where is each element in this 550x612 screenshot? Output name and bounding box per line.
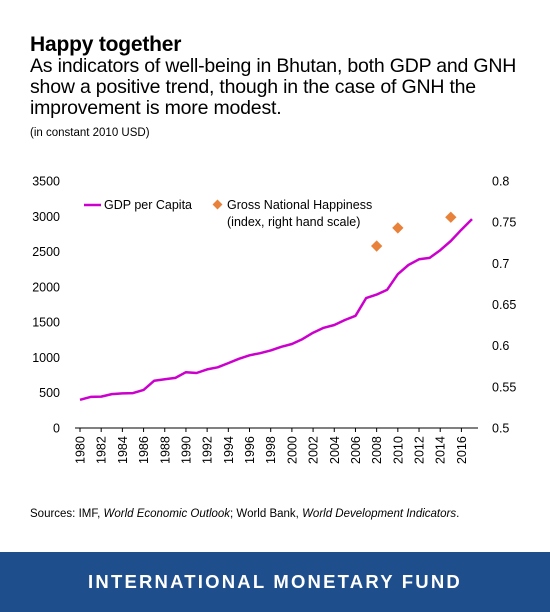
left-tick-label: 2000	[32, 280, 60, 294]
x-tick-label: 2002	[307, 436, 321, 464]
x-tick-label: 2004	[328, 436, 342, 464]
x-tick-label: 2008	[370, 436, 384, 464]
legend-gdp-label: GDP per Capita	[104, 198, 192, 212]
legend: GDP per Capita Gross National Happiness …	[84, 198, 372, 229]
left-axis: 0 500 1000 1500 2000 2500 3000 3500	[32, 175, 60, 436]
left-tick-label: 1500	[32, 316, 60, 330]
left-tick-label: 3500	[32, 175, 60, 189]
x-tick-label: 1992	[201, 436, 215, 464]
left-tick-label: 2500	[32, 245, 60, 259]
x-tick-label: 1982	[95, 436, 109, 464]
x-tick-label: 1996	[243, 436, 257, 464]
sources-wdi: World Development Indicators	[302, 508, 457, 520]
right-tick-label: 0.55	[492, 380, 516, 394]
imf-footer: INTERNATIONAL MONETARY FUND	[0, 552, 550, 612]
x-tick-label: 1984	[116, 436, 130, 464]
right-axis: 0.5 0.55 0.6 0.65 0.7 0.75 0.8	[492, 175, 516, 436]
chart-subtitle: As indicators of well-being in Bhutan, b…	[30, 55, 517, 119]
right-tick-label: 0.7	[492, 257, 509, 271]
x-tick-label: 1990	[179, 436, 193, 464]
sources-weo: World Economic Outlook	[103, 508, 231, 520]
legend-gnh-marker	[212, 199, 223, 210]
x-tick-label: 1994	[222, 436, 236, 464]
x-tick-label: 2006	[349, 436, 363, 464]
right-tick-label: 0.8	[492, 175, 509, 189]
x-tick-label: 2000	[285, 436, 299, 464]
chart-title: Happy together	[30, 33, 182, 56]
x-axis: 1980 1982 1984 1986 1988 1990 1992 1994 1996 1998…	[74, 428, 469, 464]
x-tick-label: 2010	[391, 436, 405, 464]
sources-prefix: Sources: IMF,	[30, 508, 104, 520]
gdp-line	[79, 218, 473, 402]
right-tick-label: 0.75	[492, 216, 516, 230]
x-tick-label: 2014	[434, 436, 448, 464]
x-tick-label: 1980	[74, 436, 88, 464]
x-tick-label: 1998	[264, 436, 278, 464]
right-tick-label: 0.65	[492, 298, 516, 312]
gnh-point	[392, 222, 404, 234]
units-note: (in constant 2010 USD)	[30, 127, 150, 139]
gdp-series	[79, 218, 473, 402]
legend-gnh-label: Gross National Happiness	[227, 198, 372, 212]
left-tick-label: 500	[39, 386, 60, 400]
x-tick-label: 2012	[413, 436, 427, 464]
x-tick-label: 2016	[455, 436, 469, 464]
right-tick-label: 0.6	[492, 339, 509, 353]
x-tick-label: 1986	[137, 436, 151, 464]
left-tick-label: 0	[53, 422, 60, 436]
sources-mid: ; World Bank,	[230, 508, 303, 520]
left-tick-label: 3000	[32, 210, 60, 224]
right-tick-label: 0.5	[492, 422, 509, 436]
gnh-point	[370, 240, 383, 252]
left-tick-label: 1000	[32, 351, 60, 365]
sources-suffix: .	[456, 508, 460, 520]
footer-label: INTERNATIONAL MONETARY FUND	[88, 571, 462, 592]
gnh-point	[445, 211, 457, 223]
x-tick-label: 1988	[158, 436, 172, 464]
sources-note: Sources: IMF, World Economic Outlook; Wo…	[30, 508, 459, 520]
legend-gnh-label-line2: (index, right hand scale)	[227, 215, 360, 229]
